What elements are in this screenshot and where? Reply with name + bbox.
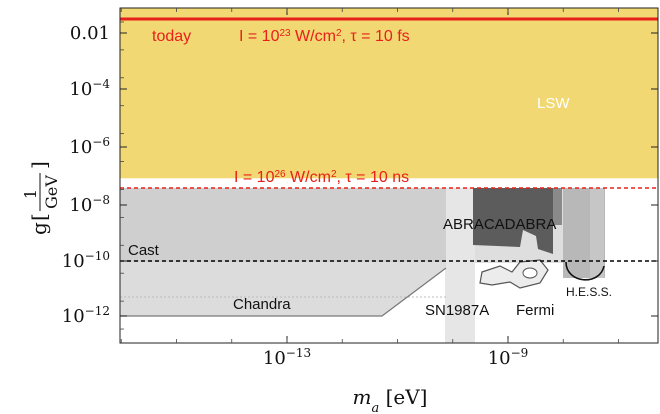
plot-frame <box>119 7 659 344</box>
fermi-region <box>479 259 549 289</box>
chandra-region <box>120 262 446 316</box>
axes-box <box>119 7 659 344</box>
y-axis-title: g[1 GeV] <box>21 161 61 235</box>
limit-lines <box>120 17 658 262</box>
hess-column-region <box>590 188 604 278</box>
y-tick-label: 10−10 <box>62 249 110 272</box>
today-label: today <box>152 28 191 45</box>
y-tick-label: 10−6 <box>69 135 110 158</box>
fermi-label: Fermi <box>516 302 554 319</box>
y-axis-frac-num: 1 <box>21 189 40 199</box>
x-tick-label: 10−9 <box>488 346 529 369</box>
y-axis-frac-den: GeV <box>42 175 61 209</box>
intensity-future-label: I = 1026 W/cm2, τ = 10 ns <box>234 169 409 187</box>
y-axis-bracket-open: [ <box>27 213 51 221</box>
sn1987a-label: SN1987A <box>425 302 489 319</box>
exclusion-regions <box>120 8 658 343</box>
y-axis-bracket-close: ] <box>27 161 51 169</box>
x-tick-label: 10−13 <box>263 346 311 369</box>
light-column-region <box>445 188 475 343</box>
abracadabra-label: ABRACADABRA <box>443 216 556 233</box>
abracadabra-edge-region <box>553 188 562 225</box>
axis-ticks: 0.01 10−4 10−6 10−8 10−10 10−12 10−13 10−9 ma [e… <box>21 8 658 414</box>
y-tick-label: 0.01 <box>70 23 110 44</box>
lsw-region <box>120 8 658 179</box>
fermi-hole <box>522 267 538 279</box>
x-axis-title: ma [eV] <box>353 385 428 414</box>
cast-label: Cast <box>128 242 160 259</box>
lsw-label: LSW <box>537 95 570 112</box>
abracadabra-region <box>473 188 553 254</box>
region-labels: today I = 1023 W/cm2, τ = 10 fs I = 1026 W… <box>128 28 612 320</box>
y-tick-label: 10−8 <box>69 193 110 216</box>
chandra-label: Chandra <box>233 296 291 313</box>
chandra-edge <box>120 267 447 317</box>
hess-curve <box>565 261 605 281</box>
y-axis-title-g: g <box>27 222 51 235</box>
y-tick-label: 10−4 <box>69 77 110 100</box>
hess-label: H.E.S.S. <box>566 285 612 299</box>
intensity-today-label: I = 1023 W/cm2, τ = 10 fs <box>239 28 410 46</box>
y-tick-label: 10−12 <box>62 304 110 327</box>
